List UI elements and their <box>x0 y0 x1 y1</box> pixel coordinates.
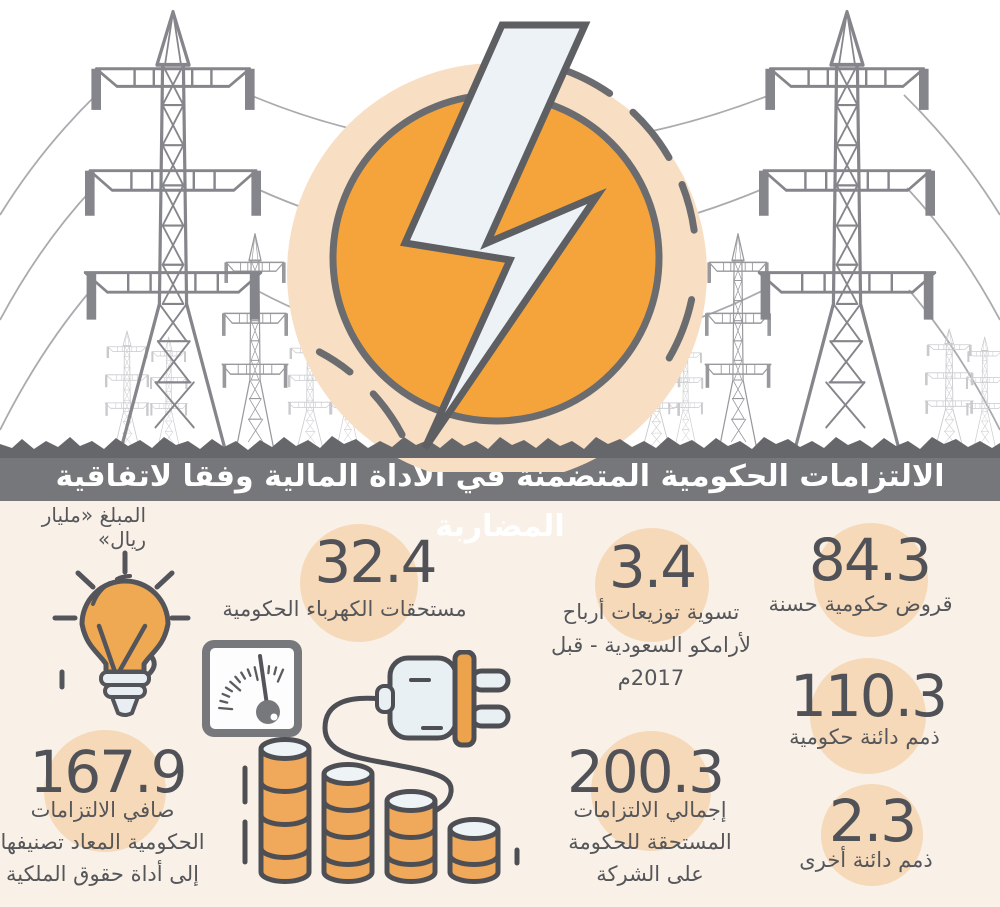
title-banner: الالتزامات الحكومية المتضمنة في الأداة ا… <box>0 452 1000 544</box>
mid-tower-icon <box>221 232 772 453</box>
stat-label: ذمم دائنة أخرى <box>799 848 933 872</box>
background-tower-icon <box>104 328 1000 452</box>
stat-value: 2.3 <box>828 787 917 855</box>
stat-label-line: المستحقة للحكومة <box>568 830 732 854</box>
lightning-bolt-icon <box>399 21 607 450</box>
stat-value: 32.4 <box>314 528 437 596</box>
stat-label: قروض حكومية حسنة <box>768 592 953 616</box>
stat-label: تسوية توزيعات أرباح لأرامكو السعودية - ق… <box>520 596 782 695</box>
stat-label: صافي الالتزامات الحكومية المعاد تصنيفها … <box>0 794 220 890</box>
stat-label-line: إجمالي الالتزامات <box>573 798 727 822</box>
stat-label-line: إلى أداة حقوق الملكية <box>5 862 200 886</box>
stat-label-line: تسوية توزيعات أرباح <box>562 600 740 624</box>
lightning-circle-emblem <box>287 63 707 472</box>
power-plug-coins-icon <box>242 650 520 884</box>
bulb-glass <box>79 578 171 675</box>
stat-label-line: صافي الالتزامات <box>30 798 175 822</box>
stat-value: 110.3 <box>789 662 948 730</box>
stat-value: 84.3 <box>808 526 932 594</box>
stat-circle <box>595 528 709 642</box>
orange-circle <box>329 91 663 425</box>
transmission-tower-left-icon <box>83 9 263 449</box>
stat-label-line: 2017م <box>617 666 685 690</box>
stat-value: 200.3 <box>566 738 725 806</box>
pale-halo-circle <box>287 63 707 472</box>
stat-label-line: على الشركة <box>596 862 704 886</box>
unit-label: المبلغ «مليار ريال» <box>41 503 146 551</box>
stat-value: 167.9 <box>29 738 187 806</box>
stat-label-line: لأرامكو السعودية - قبل <box>551 633 751 657</box>
stat-circle <box>810 658 926 774</box>
stat-label: إجمالي الالتزامات المستحقة للحكومة على ا… <box>530 794 770 890</box>
power-grid-illustration <box>0 9 1000 472</box>
power-plug-icon <box>375 650 511 748</box>
stat-circle <box>591 731 711 851</box>
lightbulb-icon <box>52 550 191 717</box>
coin-stacks-icon <box>242 737 520 884</box>
bulb-base <box>99 670 151 717</box>
transmission-tower-right-icon <box>757 9 937 449</box>
stat-label-line: الحكومية المعاد تصنيفها <box>0 830 205 854</box>
stat-circle <box>300 524 418 642</box>
stat-circle <box>44 730 166 852</box>
dashed-arcs <box>315 64 698 439</box>
stat-circle <box>814 523 928 637</box>
voltmeter-icon <box>202 640 302 737</box>
stat-value: 3.4 <box>608 533 697 601</box>
page-title: الالتزامات الحكومية المتضمنة في الأداة ا… <box>55 459 945 544</box>
stat-label: مستحقات الكهرباء الحكومية <box>222 597 467 621</box>
plug-cord <box>322 695 454 824</box>
stat-label: ذمم دائنة حكومية <box>789 725 940 749</box>
power-lines <box>0 94 1000 431</box>
stat-circle <box>821 784 923 886</box>
